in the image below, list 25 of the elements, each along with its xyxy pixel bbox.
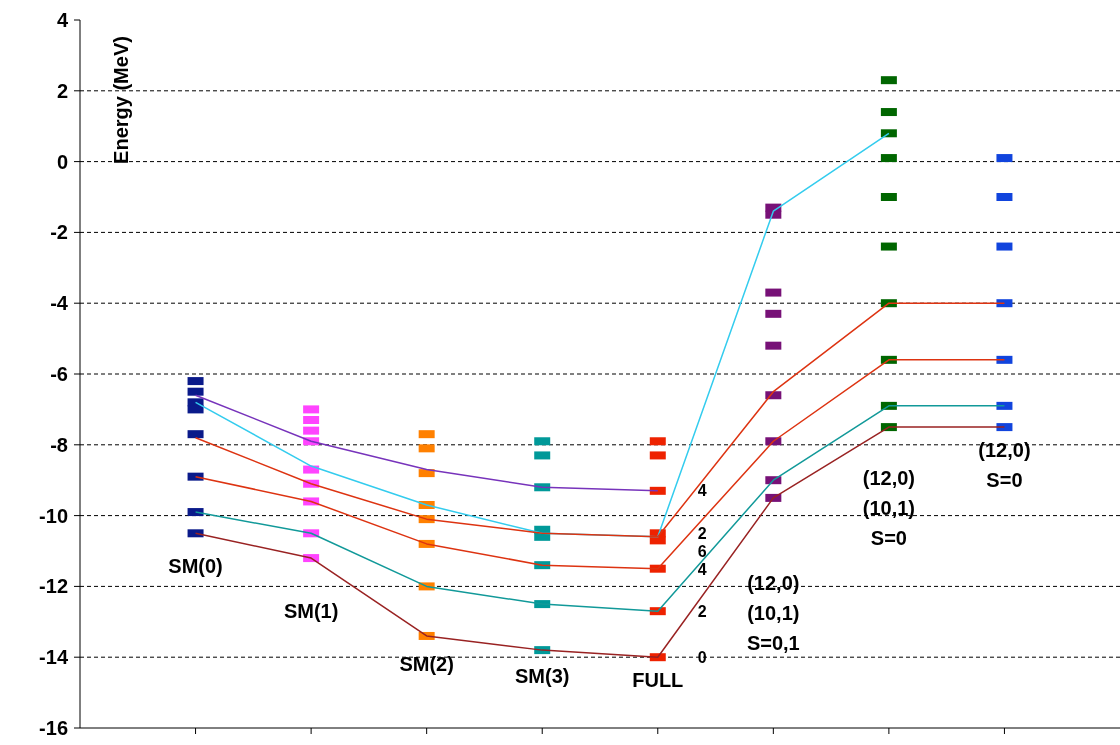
y-tick-label: -4 — [50, 292, 69, 315]
x-tick-label: SM(2) — [399, 653, 454, 676]
y-tick-label: 4 — [56, 9, 69, 31]
y-tick-label: -14 — [39, 646, 69, 669]
x-tick-label: FULL — [632, 669, 684, 692]
y-tick-label: 2 — [56, 79, 68, 102]
y-tick-label: -6 — [50, 363, 68, 385]
x-tick-label: SM(3) — [515, 664, 570, 687]
y-tick-label: -8 — [50, 433, 68, 456]
annotation: 4 — [697, 482, 707, 500]
y-tick-label: -16 — [39, 717, 68, 739]
y-tick-label: -10 — [39, 504, 68, 527]
annotation: 6 — [697, 542, 707, 560]
y-axis-title: Energy (MeV) — [110, 36, 132, 164]
y-tick-label: -12 — [39, 575, 68, 598]
x-tick-label: SM(1) — [283, 600, 339, 623]
annotation: 2 — [697, 602, 707, 620]
x-tick-label: SM(0) — [168, 554, 223, 577]
y-tick-label: -2 — [50, 221, 68, 244]
x-tick-label: (12,0) (10,1) S=0,1 — [746, 571, 800, 654]
annotation: 2 — [697, 524, 707, 542]
annotation: 4 — [697, 560, 707, 578]
x-tick-label: (12,0) S=0 — [978, 439, 1031, 492]
y-tick-label: 0 — [56, 150, 68, 173]
x-tick-label: (12,0) (10,1) S=0 — [862, 466, 916, 549]
